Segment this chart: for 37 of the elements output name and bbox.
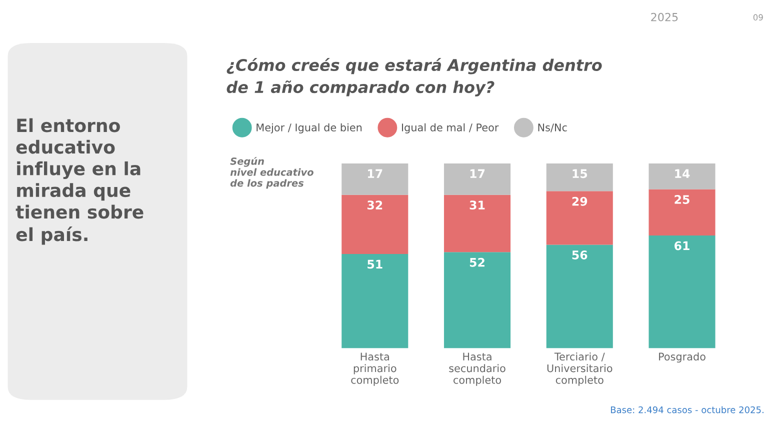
data-label: 17 — [470, 169, 485, 178]
bar — [444, 194, 511, 252]
bar — [546, 244, 613, 348]
bar — [342, 163, 408, 195]
x-tick-label: Terciario / Universitario completo — [547, 352, 612, 386]
legend-label: Ns/Nc — [538, 124, 567, 132]
bar — [648, 163, 716, 190]
data-label: 31 — [470, 200, 485, 210]
x-tick-label: Posgrado — [659, 352, 706, 363]
bar — [444, 252, 511, 348]
text: Base: 2.494 casos - octubre 2025. — [611, 406, 764, 414]
bar — [546, 163, 613, 192]
text: 2025 — [651, 12, 678, 22]
data-label: 15 — [572, 169, 588, 178]
x-tick-label: Hasta secundario completo — [449, 352, 506, 386]
bar — [546, 191, 613, 245]
legend-label: Igual de mal / Peor — [402, 123, 499, 134]
legend-label: Mejor / Igual de bien — [256, 123, 362, 134]
data-label: 25 — [674, 195, 690, 204]
text: 09 — [753, 14, 763, 20]
data-label: 61 — [674, 241, 690, 250]
bar — [342, 254, 408, 348]
bar — [444, 163, 511, 195]
data-label: 17 — [368, 169, 382, 178]
data-label: 29 — [572, 196, 588, 206]
x-tick-label: Hasta primario completo — [351, 352, 399, 386]
bar — [342, 194, 408, 254]
data-label: 14 — [675, 169, 690, 178]
text: El entorno educativo influye en la mirada que tienen sobre el país. — [16, 118, 144, 245]
chart-title: ¿Cómo creés que estará Argentina dentro de 1 año comparado con hoy? — [226, 58, 602, 96]
bar — [648, 189, 716, 236]
data-label: 56 — [572, 250, 588, 260]
data-label: 52 — [470, 258, 484, 267]
data-label: 32 — [367, 200, 382, 210]
chart-subtitle: Según nivel educativo de los padres — [230, 156, 314, 189]
data-label: 51 — [368, 260, 382, 269]
bar — [648, 236, 716, 348]
